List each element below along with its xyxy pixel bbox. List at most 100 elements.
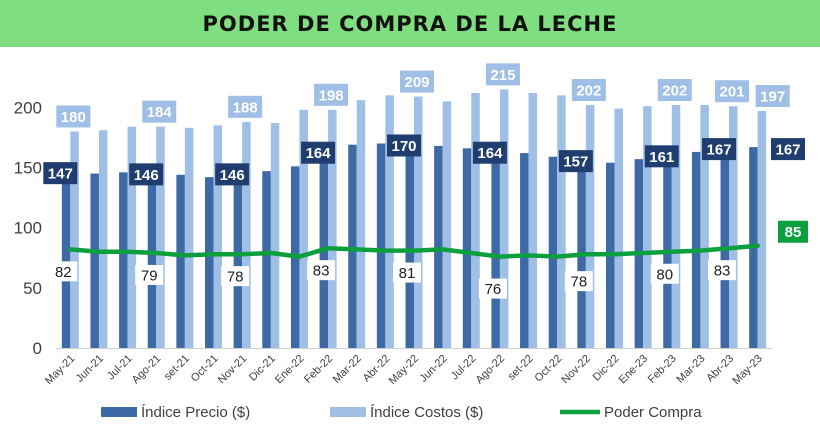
- legend-label-precio: Índice Precio ($): [141, 404, 250, 421]
- x-tick-label: Nov-22: [559, 353, 593, 387]
- data-label-poder-box: [393, 262, 421, 283]
- data-label-poder-box: [307, 260, 336, 281]
- bar-costos: [98, 130, 108, 348]
- series-line-poder-compra: [68, 243, 760, 259]
- bar-costos: [184, 127, 194, 348]
- x-tick-label: May-21: [43, 353, 77, 387]
- data-label-precio: 161: [649, 149, 674, 166]
- data-label-precio: 167: [775, 142, 800, 159]
- data-label-costos-box: [715, 80, 750, 103]
- data-label-precio: 147: [48, 166, 73, 183]
- bar-costos: [700, 104, 709, 348]
- legend-label-costos: Índice Costos ($): [370, 404, 483, 421]
- data-label-precio-box: [771, 138, 805, 161]
- bar-precio: [205, 177, 214, 348]
- x-tick-label: Feb-22: [302, 353, 335, 386]
- data-label-poder-box: [49, 261, 78, 282]
- data-label-costos: 184: [147, 104, 173, 121]
- legend-swatch-precio: [101, 407, 137, 417]
- bar-precio: [262, 171, 271, 348]
- bar-costos: [528, 92, 538, 349]
- bar-precio: [491, 150, 500, 348]
- data-label-costos-box: [755, 85, 790, 108]
- bar-costos: [328, 109, 337, 348]
- data-label-costos-box: [228, 95, 263, 118]
- y-tick-label: 150: [14, 159, 42, 178]
- bar-costos: [270, 123, 280, 348]
- x-tick-label: Mar-22: [331, 353, 364, 386]
- bar-costos: [643, 106, 652, 349]
- x-tick-label: Oct-21: [189, 353, 221, 385]
- data-label-poder-box: [478, 278, 507, 299]
- data-label-costos-box: [314, 83, 349, 106]
- y-tick-label: 50: [23, 279, 42, 298]
- data-label-poder: 76: [485, 281, 502, 298]
- data-label-poder: 81: [399, 265, 416, 282]
- data-label-costos-box: [56, 105, 91, 128]
- data-label-poder-box: [650, 263, 679, 284]
- x-tick-label: May-23: [730, 353, 764, 387]
- data-label-precio-box: [43, 162, 78, 185]
- x-tick-label: May-22: [387, 353, 421, 387]
- data-label-costos: 201: [720, 84, 745, 101]
- data-label-precio-box: [472, 141, 507, 164]
- bar-costos: [757, 111, 767, 348]
- data-label-costos: 209: [404, 74, 429, 91]
- data-label-precio-box: [702, 138, 737, 161]
- data-label-costos-box: [571, 78, 606, 101]
- bar-costos: [356, 100, 366, 348]
- data-label-precio: 164: [306, 145, 332, 162]
- data-label-poder: 83: [714, 263, 731, 280]
- data-label-precio: 157: [563, 154, 588, 171]
- bar-costos: [70, 131, 79, 348]
- data-label-poder-box: [135, 264, 164, 285]
- bar-costos: [242, 121, 251, 348]
- bar-costos: [299, 109, 308, 348]
- data-label-costos: 180: [61, 109, 86, 126]
- bar-costos: [385, 95, 394, 349]
- bar-costos: [414, 96, 423, 348]
- bar-precio: [119, 172, 128, 348]
- data-label-poder-box: [564, 271, 593, 292]
- x-tick-label: Oct-22: [532, 353, 564, 385]
- bar-costos: [614, 108, 623, 348]
- legend-swatch-costos: [330, 407, 366, 417]
- data-label-costos-box: [400, 70, 434, 93]
- bar-costos: [499, 89, 509, 348]
- data-label-precio-box: [387, 134, 421, 157]
- data-label-costos: 215: [490, 67, 515, 84]
- data-label-precio-box: [129, 163, 164, 186]
- legend-label-poder: Poder Compra: [604, 404, 702, 421]
- data-label-poder: 79: [141, 267, 158, 284]
- bar-costos: [585, 104, 595, 348]
- x-tick-label: Ago-22: [473, 353, 507, 387]
- bar-costos: [156, 126, 165, 348]
- data-label-poder: 78: [570, 274, 587, 291]
- data-label-costos-box: [657, 78, 692, 101]
- data-label-precio: 167: [707, 142, 732, 159]
- x-tick-label: Jun-21: [74, 353, 106, 385]
- data-label-precio: 146: [220, 167, 245, 184]
- bar-precio: [147, 172, 157, 348]
- bar-precio: [348, 144, 357, 348]
- bar-costos: [729, 106, 738, 349]
- data-label-precio: 146: [134, 167, 159, 184]
- data-label-costos: 197: [760, 89, 785, 106]
- data-label-poder: 85: [785, 224, 802, 241]
- data-label-precio: 164: [477, 145, 503, 162]
- x-tick-label: Nov-21: [216, 353, 250, 387]
- bar-precio: [405, 143, 414, 348]
- data-label-poder: 83: [313, 263, 330, 280]
- bar-costos: [671, 104, 681, 348]
- bar-precio: [520, 153, 529, 348]
- bar-costos: [127, 126, 137, 348]
- data-label-precio-box: [644, 145, 679, 168]
- title-banner: PODER DE COMPRA DE LA LECHE: [0, 0, 820, 47]
- x-tick-label: Ago-21: [130, 353, 164, 387]
- bar-costos: [471, 92, 480, 349]
- bar-precio: [376, 143, 386, 348]
- x-tick-label: set-22: [506, 353, 536, 383]
- data-label-costos: 188: [233, 99, 258, 116]
- data-label-costos: 202: [576, 82, 601, 99]
